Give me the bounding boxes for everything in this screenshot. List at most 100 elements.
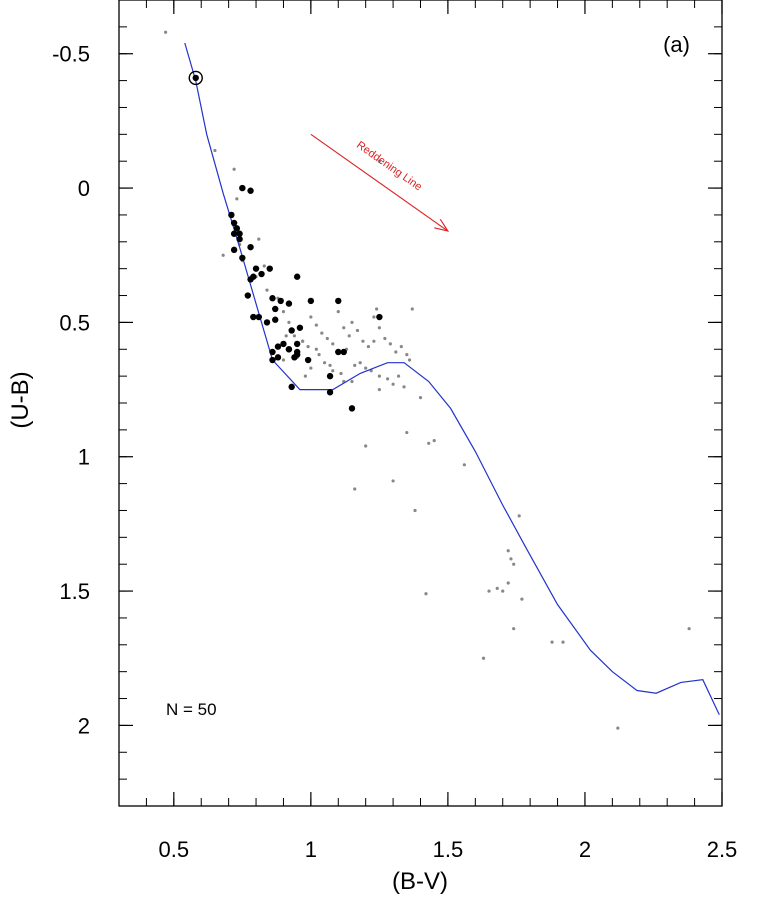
field-star-point <box>361 339 365 343</box>
field-star-point <box>388 342 392 346</box>
field-star-point <box>353 487 357 491</box>
member-star-point <box>239 254 246 262</box>
member-star-point <box>340 348 347 356</box>
field-star-point <box>396 374 401 378</box>
field-star-point <box>391 382 395 386</box>
field-star-point <box>331 369 335 373</box>
field-star-point <box>366 344 371 349</box>
member-star-point <box>230 230 238 237</box>
field-star-point <box>221 253 225 257</box>
field-star-point <box>687 627 691 631</box>
member-star-point <box>255 313 262 321</box>
field-star-point <box>424 592 428 596</box>
member-star-point <box>277 297 284 305</box>
field-star-point <box>325 336 329 341</box>
field-star-point <box>512 627 516 631</box>
field-star-point <box>399 344 403 349</box>
member-star-point <box>250 313 257 321</box>
field-star-point <box>561 640 565 644</box>
field-star-point <box>314 347 318 351</box>
field-star-point <box>372 339 376 343</box>
major-ticks <box>119 0 723 806</box>
field-star-point <box>317 353 321 357</box>
field-star-point <box>386 377 390 381</box>
field-star-point <box>314 323 318 327</box>
field-star-point <box>418 396 423 400</box>
member-star-point <box>258 270 265 278</box>
member-star-point <box>293 340 301 348</box>
field-star-point <box>509 557 513 561</box>
field-star-point <box>377 387 381 392</box>
member-star-point <box>247 243 254 251</box>
member-star-point <box>288 383 295 391</box>
member-star-point <box>307 297 315 305</box>
member-star-point <box>285 346 293 353</box>
x-axis-title: (B-V) <box>392 868 448 895</box>
field-star-point <box>520 597 524 601</box>
member-star-point <box>269 348 276 356</box>
field-star-point <box>350 379 354 384</box>
field-star-point <box>336 310 340 314</box>
member-star-point <box>230 219 238 227</box>
member-star-point <box>335 297 342 305</box>
member-star-point <box>269 295 276 302</box>
member-star-point <box>269 356 276 364</box>
field-star-point <box>320 331 324 335</box>
reddening-arrow-shaft <box>310 133 449 232</box>
field-star-point <box>328 363 332 367</box>
member-star-point <box>293 273 301 280</box>
field-star-point <box>342 326 346 330</box>
field-star-point <box>517 514 521 518</box>
field-star-point <box>495 586 499 590</box>
field-star-point <box>163 30 168 34</box>
member-star-point <box>272 305 279 313</box>
field-star-point <box>375 307 379 311</box>
member-star-point <box>266 265 273 272</box>
y-tick-label: 1.5 <box>59 579 90 604</box>
field-star-point <box>550 640 554 644</box>
member-star-point <box>263 319 271 326</box>
member-star-point <box>239 184 246 192</box>
member-star-point <box>236 230 243 237</box>
member-star-point <box>236 235 243 243</box>
member-star-point <box>274 343 282 350</box>
member-star-point <box>304 356 312 364</box>
member-star-point <box>280 340 287 348</box>
field-star-point <box>413 508 417 513</box>
member-star-point <box>230 246 238 254</box>
field-star-point <box>257 237 261 241</box>
member-star-point <box>293 351 301 358</box>
reddening-line: Reddening Line <box>310 133 450 232</box>
member-star-point <box>288 327 295 334</box>
field-star-point <box>309 315 313 319</box>
x-tick-label: 0.5 <box>159 837 190 862</box>
field-star-point <box>372 315 376 319</box>
field-star-point <box>309 366 313 370</box>
field-star-point <box>287 320 291 324</box>
field-star-point <box>427 441 431 445</box>
minor-ticks <box>118 0 723 807</box>
field-star-point <box>358 361 362 365</box>
field-star-point <box>353 363 357 367</box>
field-star-point <box>501 589 505 593</box>
member-star-point <box>376 313 383 321</box>
member-star-point <box>247 187 254 194</box>
y-tick-label: 0 <box>78 176 90 201</box>
member-star-point <box>192 74 199 82</box>
member-star-point <box>233 225 241 232</box>
field-star-point <box>235 197 239 201</box>
field-star-point <box>405 430 409 435</box>
field-star-point <box>281 358 286 362</box>
field-star-point <box>512 562 516 566</box>
field-star-point <box>487 589 491 593</box>
member-star-point <box>296 324 304 331</box>
field-star-point <box>405 353 409 357</box>
y-tick-label: 0.5 <box>59 310 90 335</box>
field-star-point <box>481 656 486 660</box>
plot-frame <box>118 0 723 807</box>
field-star-point <box>350 320 354 324</box>
field-star-point <box>265 288 269 292</box>
field-star-point <box>355 328 360 333</box>
field-star-point <box>407 358 412 362</box>
plot-border <box>118 0 723 807</box>
